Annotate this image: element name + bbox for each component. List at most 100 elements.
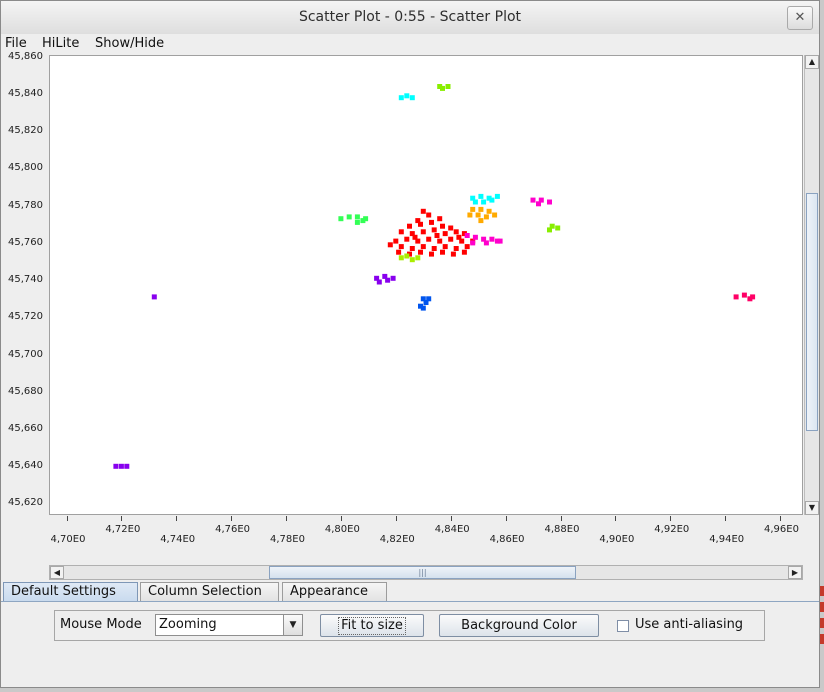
- scatter-point[interactable]: [151, 294, 157, 300]
- scatter-point[interactable]: [481, 199, 487, 205]
- scatter-point[interactable]: [390, 275, 396, 281]
- horizontal-scroll-thumb[interactable]: |||: [269, 566, 576, 579]
- scatter-point[interactable]: [434, 233, 440, 238]
- scatter-point[interactable]: [486, 195, 492, 201]
- scatter-point[interactable]: [459, 238, 465, 244]
- scatter-point[interactable]: [398, 255, 404, 261]
- scatter-point[interactable]: [346, 214, 352, 220]
- scatter-point[interactable]: [461, 249, 467, 255]
- scatter-point[interactable]: [398, 229, 404, 235]
- scatter-point[interactable]: [747, 296, 753, 302]
- scatter-point[interactable]: [404, 236, 410, 242]
- scatter-point[interactable]: [437, 84, 443, 89]
- vertical-scrollbar[interactable]: ▲ ▼: [804, 55, 819, 515]
- scatter-point[interactable]: [404, 253, 410, 259]
- scatter-point[interactable]: [486, 208, 492, 214]
- scatter-point[interactable]: [453, 246, 459, 251]
- scatter-point[interactable]: [431, 246, 437, 251]
- scatter-point[interactable]: [429, 219, 434, 225]
- scatter-point[interactable]: [453, 229, 459, 235]
- scatter-point[interactable]: [538, 197, 544, 203]
- scatter-point[interactable]: [420, 305, 426, 311]
- scatter-point[interactable]: [472, 234, 478, 240]
- scatter-point[interactable]: [113, 463, 119, 469]
- scatter-point[interactable]: [483, 214, 489, 220]
- scatter-point[interactable]: [420, 208, 426, 214]
- scroll-up-icon[interactable]: ▲: [805, 55, 819, 69]
- scatter-point[interactable]: [393, 238, 399, 244]
- tab-appearance[interactable]: Appearance: [282, 582, 387, 601]
- scatter-point[interactable]: [448, 225, 454, 231]
- scatter-point[interactable]: [547, 199, 552, 205]
- scatter-point[interactable]: [409, 95, 415, 101]
- scatter-point[interactable]: [470, 206, 476, 212]
- scatter-point[interactable]: [415, 255, 421, 261]
- scatter-point[interactable]: [440, 85, 445, 91]
- scatter-point[interactable]: [418, 221, 423, 227]
- scatter-point[interactable]: [409, 257, 415, 263]
- scatter-point[interactable]: [547, 227, 552, 233]
- scatter-point[interactable]: [450, 251, 456, 257]
- scatter-point[interactable]: [429, 251, 434, 257]
- scatter-point[interactable]: [497, 238, 503, 244]
- scatter-point[interactable]: [409, 231, 415, 237]
- scatter-point[interactable]: [420, 296, 426, 302]
- scatter-point[interactable]: [398, 95, 404, 101]
- menu-show-hide[interactable]: Show/Hide: [95, 36, 165, 51]
- scatter-point[interactable]: [442, 244, 448, 250]
- scatter-point[interactable]: [549, 223, 555, 229]
- scatter-point[interactable]: [492, 212, 498, 218]
- scroll-down-icon[interactable]: ▼: [805, 501, 819, 515]
- scatter-point[interactable]: [445, 84, 451, 89]
- scatter-point[interactable]: [374, 275, 380, 281]
- scatter-point[interactable]: [407, 251, 412, 257]
- scatter-point[interactable]: [478, 206, 484, 212]
- scroll-right-icon[interactable]: ▶: [788, 566, 802, 579]
- scatter-point[interactable]: [423, 300, 429, 305]
- scatter-point[interactable]: [385, 277, 391, 283]
- scatter-point[interactable]: [494, 193, 500, 199]
- anti-aliasing-checkbox[interactable]: [617, 620, 629, 632]
- scatter-point[interactable]: [448, 236, 454, 242]
- scatter-point[interactable]: [456, 234, 462, 240]
- scatter-point[interactable]: [481, 236, 487, 242]
- scatter-point[interactable]: [398, 244, 404, 250]
- menu-file[interactable]: File: [5, 36, 27, 51]
- scatter-point[interactable]: [489, 236, 495, 242]
- scatter-point[interactable]: [124, 463, 130, 469]
- scatter-point[interactable]: [733, 294, 739, 300]
- scatter-canvas[interactable]: [49, 55, 803, 515]
- scatter-point[interactable]: [478, 218, 484, 224]
- scatter-point[interactable]: [536, 201, 541, 207]
- background-color-button[interactable]: Background Color: [439, 614, 599, 637]
- scatter-point[interactable]: [437, 238, 443, 244]
- scatter-point[interactable]: [426, 212, 432, 218]
- scatter-point[interactable]: [426, 236, 432, 242]
- scatter-point[interactable]: [354, 214, 360, 220]
- scatter-point[interactable]: [412, 234, 418, 240]
- scatter-point[interactable]: [464, 244, 470, 250]
- scatter-point[interactable]: [415, 218, 421, 224]
- scatter-point[interactable]: [440, 249, 445, 255]
- scatter-point[interactable]: [376, 279, 382, 285]
- scatter-point[interactable]: [338, 216, 344, 222]
- scatter-point[interactable]: [420, 244, 426, 250]
- scatter-point[interactable]: [489, 197, 495, 203]
- scatter-point[interactable]: [530, 197, 536, 203]
- scatter-point[interactable]: [475, 212, 481, 218]
- scatter-point[interactable]: [483, 240, 489, 246]
- scatter-point[interactable]: [118, 463, 124, 469]
- scatter-point[interactable]: [431, 227, 437, 233]
- scatter-point[interactable]: [382, 273, 388, 279]
- tab-default-settings[interactable]: Default Settings: [3, 582, 138, 602]
- scatter-point[interactable]: [555, 225, 561, 231]
- scatter-point[interactable]: [354, 219, 360, 225]
- scatter-point[interactable]: [415, 238, 421, 244]
- close-icon[interactable]: ✕: [787, 6, 813, 30]
- chevron-down-icon[interactable]: ▼: [283, 615, 302, 635]
- vertical-scroll-thumb[interactable]: [806, 193, 818, 431]
- scatter-point[interactable]: [407, 223, 412, 229]
- scatter-point[interactable]: [741, 292, 747, 298]
- scatter-point[interactable]: [478, 193, 484, 199]
- scatter-point[interactable]: [409, 246, 415, 251]
